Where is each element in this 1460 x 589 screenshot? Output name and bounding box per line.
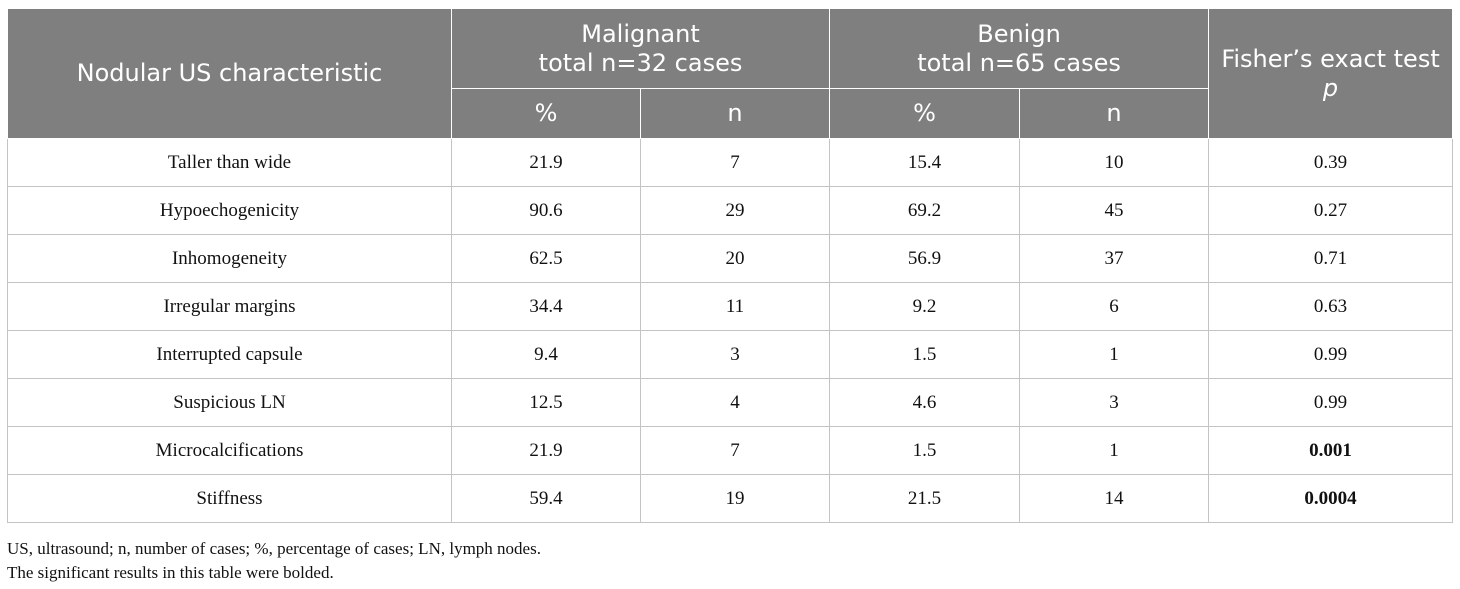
row-malignant-pct: 59.4 [451,474,641,523]
row-malignant-n: 3 [639,330,831,379]
table-body: Taller than wide 21.9 7 15.4 10 0.39 Hypoechog… [7,138,1454,523]
row-characteristic: Irregular margins [7,282,452,331]
row-characteristic: Taller than wide [7,138,452,187]
header-fisher-test: Fisher’s exact test p [1208,8,1454,139]
row-p-value: 0.0004 [1208,474,1454,523]
row-malignant-n: 29 [639,186,831,235]
table-row: Interrupted capsule 9.4 3 1.5 1 0.99 [7,330,1454,379]
row-malignant-n: 19 [639,474,831,523]
row-malignant-pct: 62.5 [451,234,641,283]
header-characteristic: Nodular US characteristic [7,8,452,139]
table-row: Microcalcifications 21.9 7 1.5 1 0.001 [7,426,1454,475]
header-malignant: Malignant total n=32 cases [450,8,831,89]
row-malignant-n: 7 [639,138,831,187]
row-characteristic: Stiffness [7,474,452,523]
row-malignant-n: 11 [639,282,831,331]
header-benign-pct: % [829,88,1021,139]
row-benign-n: 10 [1019,138,1210,187]
table-row: Stiffness 59.4 19 21.5 14 0.0004 [7,474,1454,523]
row-malignant-n: 7 [639,426,831,475]
table-row: Taller than wide 21.9 7 15.4 10 0.39 [7,138,1454,187]
row-malignant-n: 4 [639,378,831,427]
header-fisher-p: p [1322,73,1339,102]
header-benign-total: total n=65 cases [917,48,1121,77]
row-benign-pct: 1.5 [829,426,1021,475]
row-malignant-pct: 12.5 [451,378,641,427]
row-characteristic: Suspicious LN [7,378,452,427]
row-benign-n: 37 [1019,234,1210,283]
header-malignant-pct: % [451,88,641,139]
table-row: Hypoechogenicity 90.6 29 69.2 45 0.27 [7,186,1454,235]
header-malignant-n: n [639,88,831,139]
row-p-value: 0.001 [1208,426,1454,475]
row-p-value: 0.63 [1208,282,1454,331]
row-p-value: 0.27 [1208,186,1454,235]
row-benign-n: 45 [1019,186,1210,235]
row-characteristic: Hypoechogenicity [7,186,452,235]
header-benign-n: n [1019,88,1210,139]
row-characteristic: Inhomogeneity [7,234,452,283]
row-benign-pct: 69.2 [829,186,1021,235]
row-malignant-pct: 9.4 [451,330,641,379]
row-malignant-pct: 34.4 [451,282,641,331]
row-benign-pct: 15.4 [829,138,1021,187]
footnote-significance: The significant results in this table we… [7,563,334,582]
table-footnotes: US, ultrasound; n, number of cases; %, p… [7,537,541,585]
header-benign-title: Benign [977,19,1061,48]
row-characteristic: Interrupted capsule [7,330,452,379]
row-malignant-pct: 90.6 [451,186,641,235]
table-row: Irregular margins 34.4 11 9.2 6 0.63 [7,282,1454,331]
row-benign-pct: 21.5 [829,474,1021,523]
row-benign-pct: 9.2 [829,282,1021,331]
row-p-value: 0.39 [1208,138,1454,187]
row-benign-n: 6 [1019,282,1210,331]
row-benign-pct: 4.6 [829,378,1021,427]
row-characteristic: Microcalcifications [7,426,452,475]
row-p-value: 0.99 [1208,330,1454,379]
row-p-value: 0.99 [1208,378,1454,427]
row-benign-n: 3 [1019,378,1210,427]
header-malignant-total: total n=32 cases [538,48,743,77]
header-fisher-title: Fisher’s exact test [1221,44,1440,73]
results-table: Nodular US characteristic Malignant tota… [7,8,1454,523]
header-malignant-title: Malignant [581,19,700,48]
header-benign: Benign total n=65 cases [829,8,1210,89]
row-malignant-n: 20 [639,234,831,283]
table-row: Inhomogeneity 62.5 20 56.9 37 0.71 [7,234,1454,283]
row-benign-n: 14 [1019,474,1210,523]
row-benign-pct: 56.9 [829,234,1021,283]
row-malignant-pct: 21.9 [451,138,641,187]
row-malignant-pct: 21.9 [451,426,641,475]
row-benign-pct: 1.5 [829,330,1021,379]
table-row: Suspicious LN 12.5 4 4.6 3 0.99 [7,378,1454,427]
row-p-value: 0.71 [1208,234,1454,283]
footnote-abbreviations: US, ultrasound; n, number of cases; %, p… [7,539,541,558]
row-benign-n: 1 [1019,426,1210,475]
row-benign-n: 1 [1019,330,1210,379]
